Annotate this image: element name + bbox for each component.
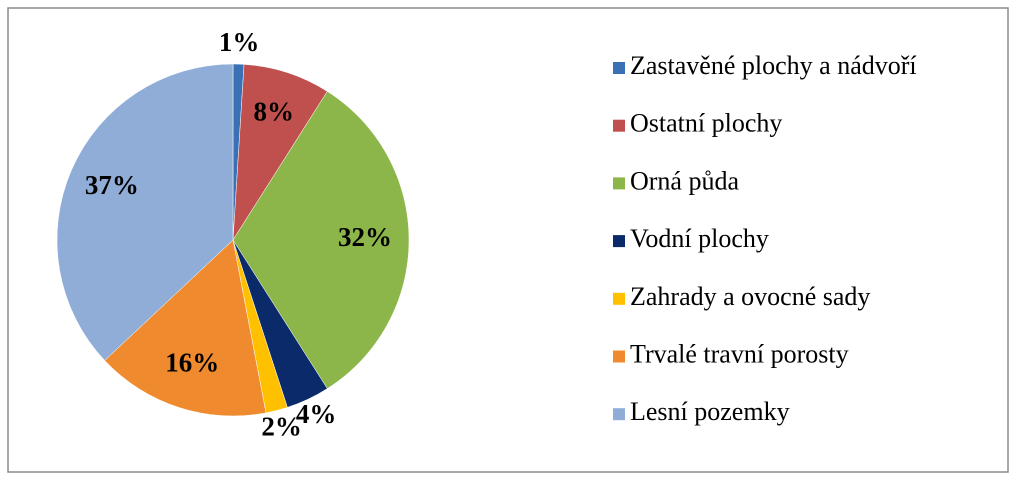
legend-label: Trvalé travní porosty bbox=[630, 339, 849, 368]
legend-swatch bbox=[613, 408, 625, 421]
data-label: 8% bbox=[254, 97, 295, 127]
legend-swatch bbox=[613, 119, 625, 132]
data-label: 37% bbox=[85, 170, 139, 200]
legend-label: Vodní plochy bbox=[630, 224, 769, 253]
legend-swatch bbox=[613, 177, 625, 190]
legend-label: Ostatní plochy bbox=[630, 109, 782, 138]
legend-swatch bbox=[613, 292, 625, 305]
pie-slice bbox=[56, 63, 234, 361]
pie-slice bbox=[232, 64, 328, 241]
data-label: 32% bbox=[338, 222, 392, 252]
legend-label: Orná půda bbox=[630, 166, 739, 195]
data-label: 1% bbox=[219, 27, 260, 57]
data-label: 4% bbox=[296, 399, 337, 429]
data-label: 16% bbox=[165, 348, 219, 378]
legend-label: Lesní pozemky bbox=[630, 397, 790, 426]
pie-slice bbox=[104, 239, 267, 417]
legend-label: Zahrady a ovocné sady bbox=[630, 282, 870, 311]
legend-swatch bbox=[613, 62, 625, 74]
legend-label: Zastavěné plochy a nádvoří bbox=[630, 51, 917, 80]
legend-swatch bbox=[613, 350, 625, 363]
legend-swatch bbox=[613, 235, 625, 248]
pie-slice bbox=[232, 91, 410, 389]
data-label: 2% bbox=[261, 411, 302, 441]
